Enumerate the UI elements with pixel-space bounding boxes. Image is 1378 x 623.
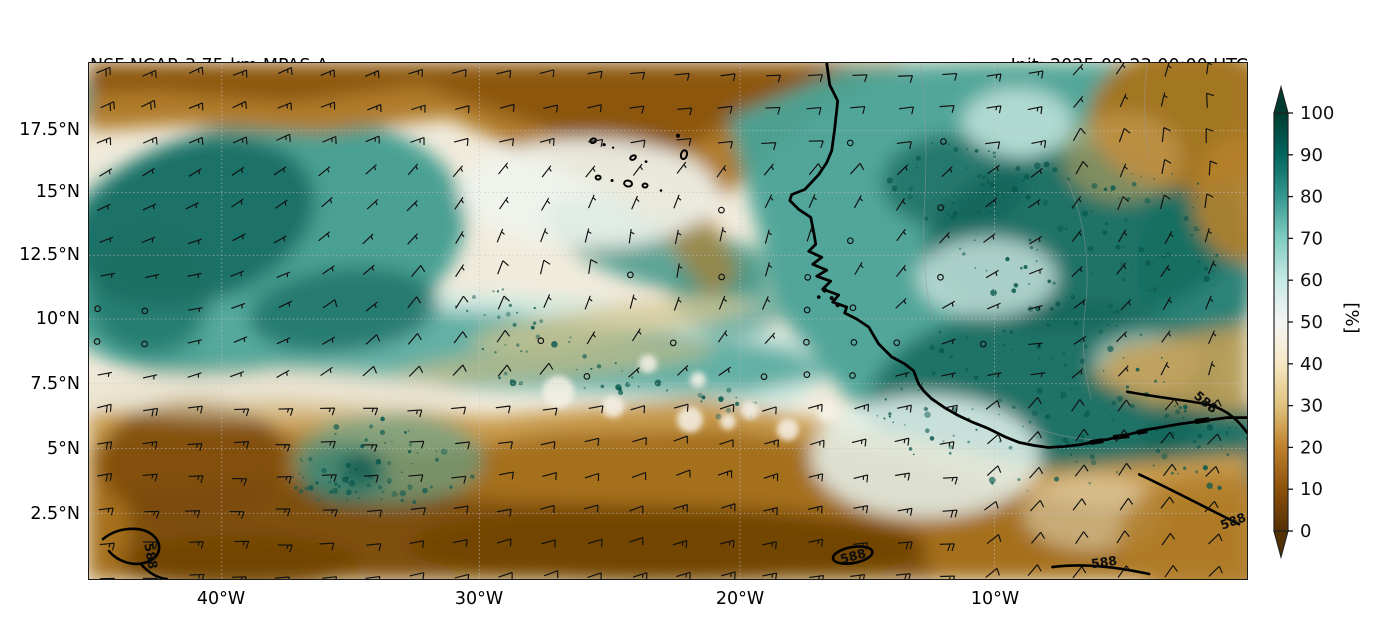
colorbar-tick-label: 60 — [1300, 270, 1323, 291]
lat-tick-label: 12.5°N — [19, 245, 80, 265]
map-panel — [88, 62, 1248, 580]
colorbar-tick-label: 20 — [1300, 437, 1323, 458]
colorbar-extend-max-arrow — [1273, 84, 1289, 114]
colorbar-tick-label: 70 — [1300, 228, 1323, 249]
colorbar-tick-label: 10 — [1300, 479, 1323, 500]
colorbar-gradient-bar — [1273, 112, 1289, 532]
lat-tick-label: 17.5°N — [19, 120, 80, 140]
colorbar-tick-label: 90 — [1300, 145, 1323, 166]
colorbar-tick-marks — [1288, 112, 1293, 532]
colorbar-unit-label: [%] — [1341, 302, 1362, 334]
lat-tick-label: 7.5°N — [30, 374, 80, 394]
colorbar-tick-label: 80 — [1300, 187, 1323, 208]
dry-band-pale-spots — [542, 354, 838, 441]
graticule — [89, 63, 1247, 579]
cape-verde-islands — [589, 133, 689, 192]
lon-tick-label: 30°W — [454, 589, 504, 609]
lon-tick-label: 20°W — [715, 589, 765, 609]
lat-tick-label: 5°N — [47, 439, 80, 459]
colorbar-tick-label: 0 — [1300, 521, 1311, 542]
lat-tick-label: 10°N — [35, 309, 80, 329]
map-canvas — [89, 63, 1247, 579]
height-contour-588 — [101, 390, 1247, 579]
lon-tick-label: 40°W — [196, 589, 246, 609]
colorbar: 0 10 20 30 40 50 60 70 80 90 100 — [1273, 84, 1334, 560]
lat-tick-label: 2.5°N — [30, 504, 80, 524]
colorbar-extend-min-arrow — [1273, 530, 1289, 560]
wind-barbs — [93, 63, 1223, 579]
colorbar-tick-label: 100 — [1300, 103, 1334, 124]
colorbar-tick-label: 30 — [1300, 396, 1323, 417]
colorbar-tick-label: 40 — [1300, 354, 1323, 375]
convective-speckles — [292, 142, 1247, 504]
lon-tick-label: 10°W — [970, 589, 1020, 609]
lat-tick-label: 15°N — [35, 182, 80, 202]
colorbar-tick-label: 50 — [1300, 312, 1323, 333]
humidity-field — [89, 63, 1247, 579]
